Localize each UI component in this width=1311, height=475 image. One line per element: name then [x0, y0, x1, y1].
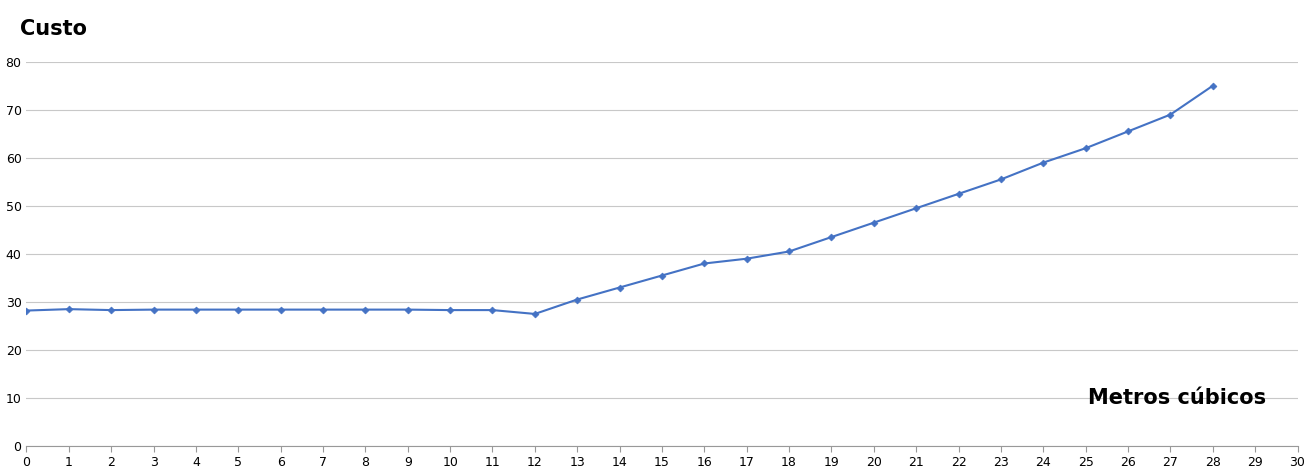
Text: Metros cúbicos: Metros cúbicos: [1088, 388, 1265, 408]
Text: Custo: Custo: [20, 19, 87, 38]
